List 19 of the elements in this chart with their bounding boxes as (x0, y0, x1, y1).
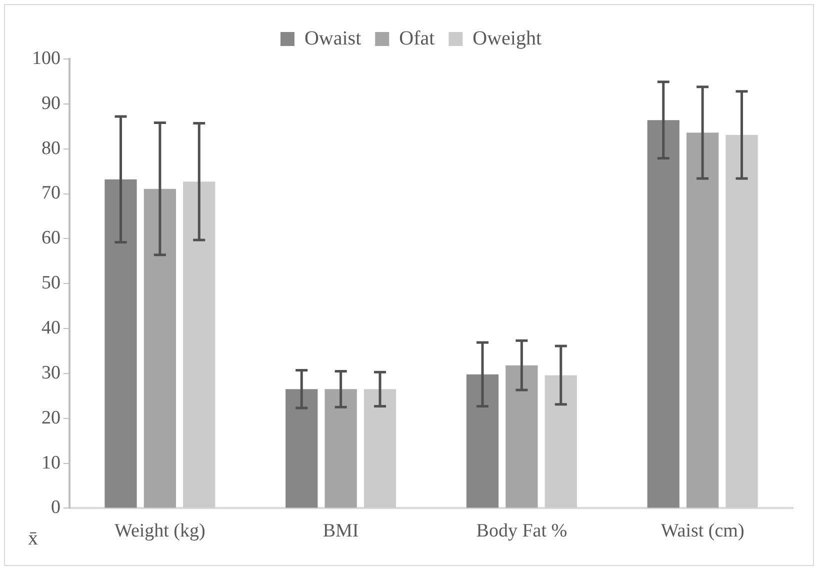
legend-label: Oweight (472, 27, 542, 50)
legend-label: Ofat (399, 27, 436, 50)
y-tick-label: 10 (42, 452, 60, 474)
text: x̄ (28, 527, 38, 550)
y-tick-label: 0 (51, 497, 60, 518)
y-tick-label: 90 (42, 92, 60, 114)
x-tick-label: Weight (kg) (114, 520, 206, 542)
y-tick-label: 100 (32, 48, 60, 69)
y-tick-label: 80 (42, 138, 60, 159)
y-tick-label: 50 (42, 272, 60, 294)
y-tick-label: 30 (42, 362, 60, 384)
y-tick-label: 20 (42, 407, 60, 428)
y-tick-label: 70 (42, 182, 60, 204)
x-tick-label: BMI (322, 520, 359, 542)
x-tick-label: Waist (cm) (660, 520, 744, 542)
x-tick-label: Body Fat % (476, 520, 568, 542)
y-tick-label: 40 (42, 318, 60, 339)
y-tick-label: 60 (42, 228, 60, 249)
legend-label: Owaist (304, 27, 362, 50)
